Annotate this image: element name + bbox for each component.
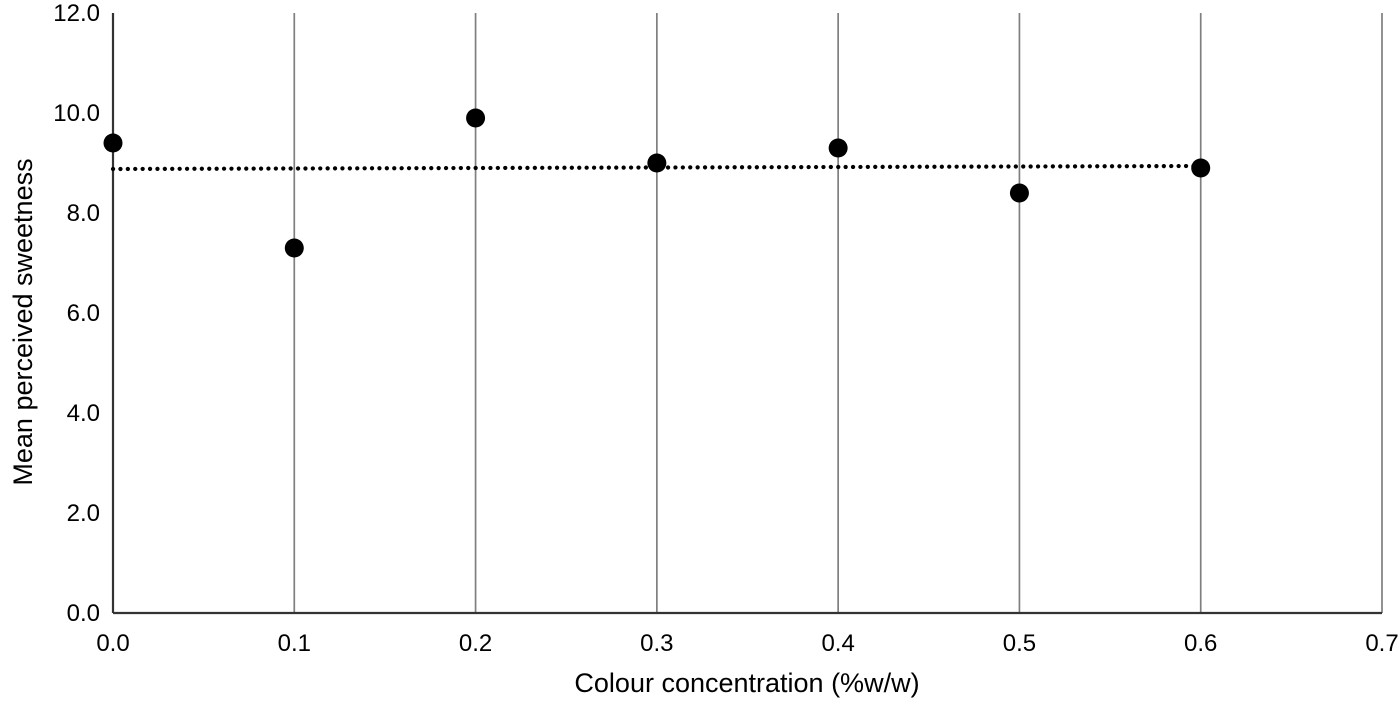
y-tick-label-10.0: 10.0 bbox=[53, 100, 100, 127]
x-tick-label-0.5: 0.5 bbox=[1003, 630, 1036, 657]
x-tick-label-0.6: 0.6 bbox=[1184, 630, 1217, 657]
data-point-x0 bbox=[103, 133, 123, 153]
x-tick-label-0.1: 0.1 bbox=[278, 630, 311, 657]
y-tick-label-12.0: 12.0 bbox=[53, 0, 100, 27]
data-point-x0.6 bbox=[1191, 158, 1211, 178]
y-tick-label-8.0: 8.0 bbox=[67, 200, 100, 227]
data-point-x0.1 bbox=[284, 238, 304, 258]
data-point-x0.5 bbox=[1009, 183, 1029, 203]
x-tick-label-0.3: 0.3 bbox=[640, 630, 673, 657]
y-axis-title: Mean perceived sweetness bbox=[8, 158, 38, 486]
data-point-x0.2 bbox=[466, 108, 486, 128]
y-tick-label-2.0: 2.0 bbox=[67, 500, 100, 527]
data-point-x0.3 bbox=[647, 153, 667, 173]
x-tick-label-0.0: 0.0 bbox=[96, 630, 129, 657]
x-tick-label-0.4: 0.4 bbox=[821, 630, 854, 657]
y-tick-label-0.0: 0.0 bbox=[67, 600, 100, 627]
data-point-x0.4 bbox=[828, 138, 848, 158]
y-tick-label-4.0: 4.0 bbox=[67, 400, 100, 427]
y-tick-label-6.0: 6.0 bbox=[67, 300, 100, 327]
x-tick-label-0.2: 0.2 bbox=[459, 630, 492, 657]
x-tick-label-0.7: 0.7 bbox=[1365, 630, 1398, 657]
x-axis-title: Colour concentration (%w/w) bbox=[574, 668, 920, 698]
